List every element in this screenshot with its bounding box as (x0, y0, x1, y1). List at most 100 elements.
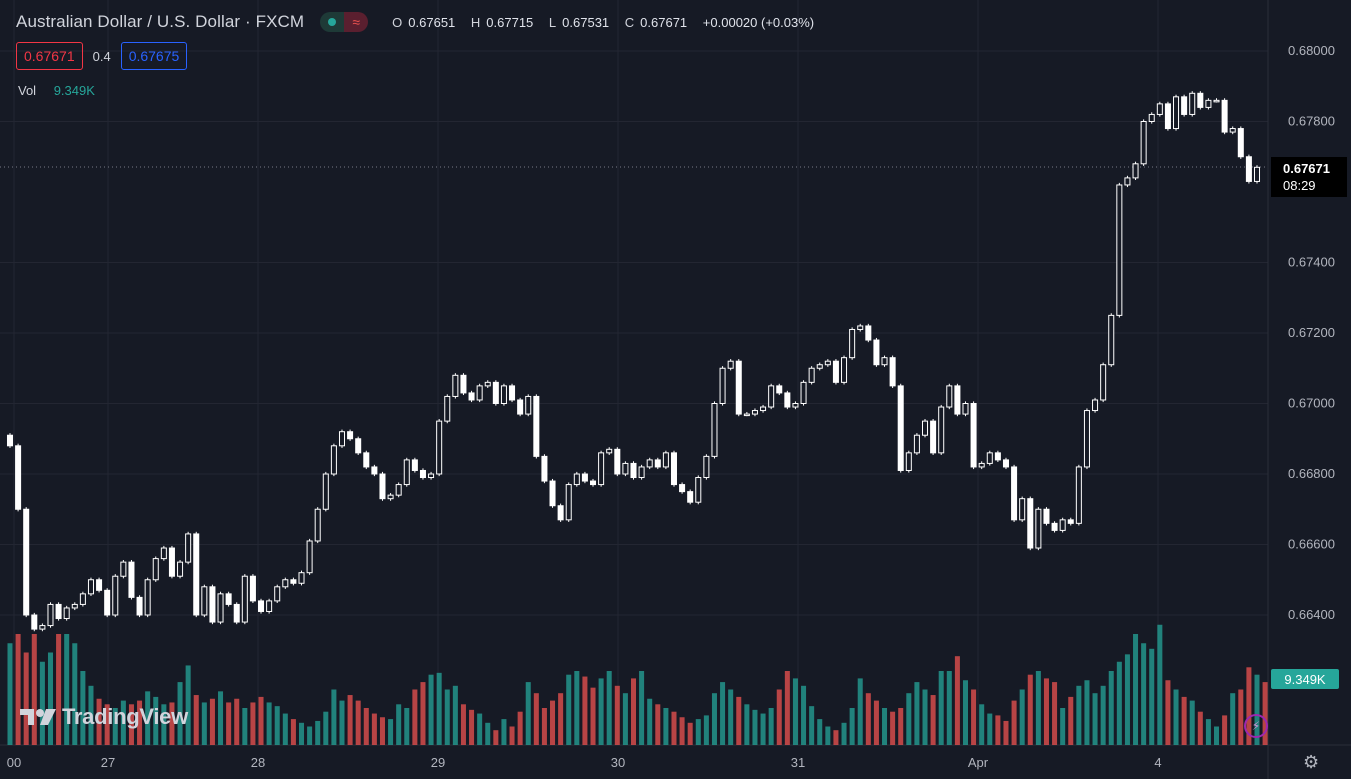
candle-body (63, 607, 70, 620)
candle-body (209, 586, 216, 623)
volume-bar (695, 719, 701, 745)
candle-body (395, 484, 402, 496)
volume-bar (1214, 726, 1220, 745)
candle-body (581, 473, 588, 482)
candle-body (1132, 163, 1139, 179)
candle-body (128, 561, 135, 598)
market-open-indicator[interactable] (320, 12, 345, 32)
candle-body (832, 360, 839, 383)
gear-icon[interactable]: ⚙ (1303, 752, 1320, 772)
volume-bar (768, 708, 774, 745)
x-tick-label: 31 (791, 755, 805, 770)
x-tick-label: 00 (7, 755, 21, 770)
candle-body (55, 603, 62, 620)
y-tick-label: 0.66800 (1288, 466, 1335, 481)
y-tick-label: 0.67000 (1288, 396, 1335, 411)
candle-body (23, 508, 30, 616)
volume-bar (493, 730, 499, 745)
candle-body (800, 381, 807, 405)
candle-body (6, 434, 14, 447)
volume-bar (315, 720, 321, 745)
sell-button[interactable]: 0.67671 (16, 42, 83, 70)
lightning-icon[interactable]: ⚡ (1244, 714, 1268, 738)
candle-body (1229, 128, 1236, 133)
volume-bar (1254, 674, 1260, 745)
volume-bar (331, 689, 337, 745)
candle-body (1221, 99, 1228, 133)
candle-body (1092, 399, 1099, 412)
volume-bar (1003, 720, 1009, 745)
volume-scale-marker: 9.349K (1271, 669, 1339, 689)
volume-bar (1060, 708, 1066, 745)
volume-bar (1108, 671, 1114, 745)
volume-bar (112, 708, 118, 745)
candle-body (225, 593, 232, 605)
buy-button[interactable]: 0.67675 (120, 42, 188, 70)
candle-body (930, 420, 937, 454)
candle-body (1116, 184, 1123, 316)
volume-bar (898, 708, 904, 745)
volume-legend[interactable]: Vol 9.349K (18, 83, 95, 98)
candle-body (379, 473, 386, 500)
volume-bar (452, 685, 458, 745)
candle-body (938, 406, 945, 454)
volume-bar (242, 708, 248, 745)
last-price-value: 0.67671 (1283, 161, 1330, 176)
candle-body (1253, 166, 1261, 182)
candle-body (241, 575, 248, 623)
volume-bar (1157, 624, 1163, 745)
volume-bar (825, 726, 831, 745)
candle-body (87, 579, 94, 595)
volume-bar (47, 652, 53, 745)
status-pills[interactable]: ≈ (320, 12, 369, 32)
candle-body (1156, 103, 1163, 115)
volume-bar (388, 719, 394, 745)
candle-body (630, 462, 637, 479)
x-tick-label: 30 (611, 755, 625, 770)
volume-bar (1052, 682, 1058, 745)
candle-body (670, 452, 677, 486)
candle-body (403, 459, 410, 486)
candle-body (120, 561, 127, 577)
candle-body (500, 385, 507, 404)
volume-bar (865, 693, 871, 745)
volume-bar (906, 693, 912, 745)
volume-bar (56, 634, 62, 745)
volume-bar (1043, 678, 1049, 745)
symbol-title[interactable]: Australian Dollar / U.S. Dollar · FXCM (16, 12, 305, 31)
volume-bar (776, 689, 782, 745)
candle-body (1083, 410, 1090, 468)
volume-bar (736, 696, 742, 745)
candle-body (1067, 519, 1074, 524)
volume-bar (298, 722, 305, 745)
candle-body (47, 603, 54, 627)
volume-bar (1189, 700, 1195, 745)
volume-bar (420, 682, 426, 745)
volume-bar (744, 704, 750, 745)
volume-bar (153, 696, 159, 745)
y-tick-label: 0.66600 (1288, 537, 1335, 552)
volume-bar (809, 706, 815, 745)
volume-bar (890, 711, 896, 745)
candle-body (743, 413, 750, 417)
volume-bar (96, 698, 102, 745)
ohlc-high: H 0.67715 (470, 14, 534, 30)
volume-bar (363, 708, 369, 745)
volume-bar (849, 708, 855, 745)
candle-body (646, 459, 653, 468)
volume-bar (1124, 654, 1130, 745)
candle-body (233, 603, 240, 623)
x-tick-label: 29 (431, 755, 445, 770)
candle-body (816, 364, 823, 369)
volume-bar (339, 700, 345, 745)
volume-bar (436, 672, 442, 745)
volume-bar (1173, 689, 1179, 745)
volume-bar (274, 706, 280, 745)
candle-body (986, 452, 993, 464)
tradingview-logo[interactable]: TradingView (20, 704, 188, 730)
volume-bar (517, 711, 523, 745)
volume-bar (1035, 671, 1041, 745)
waves-icon[interactable]: ≈ (344, 12, 369, 32)
candle-body (1108, 314, 1115, 366)
